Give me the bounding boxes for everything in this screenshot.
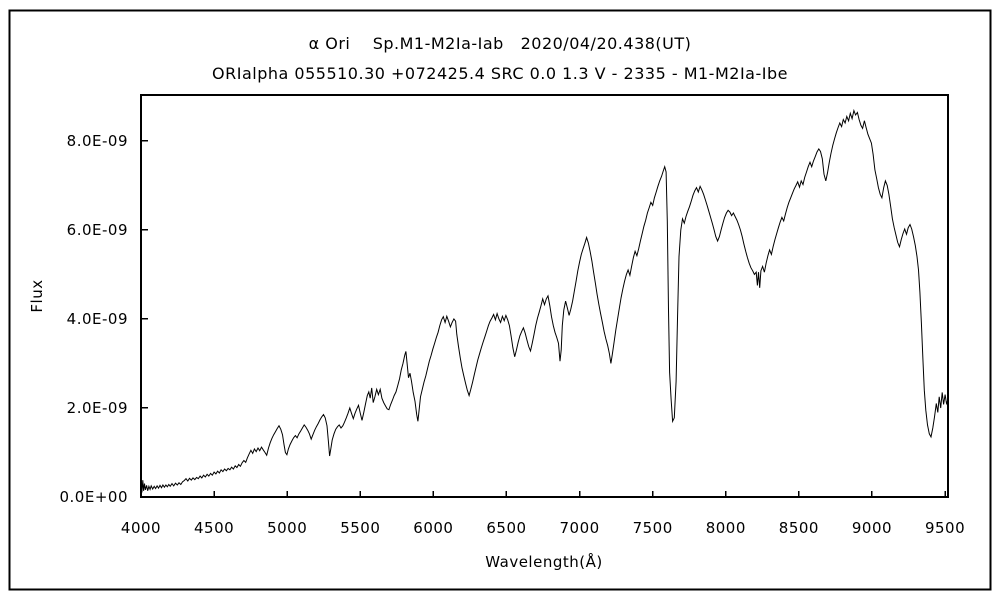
x-tick-label: 9500 bbox=[925, 519, 965, 537]
x-tick-label: 5500 bbox=[340, 519, 380, 537]
x-tick-label: 6000 bbox=[413, 519, 453, 537]
y-tick-label: 0.0E+00 bbox=[60, 488, 129, 506]
y-axis-tick-labels: 0.0E+00 2.0E-09 4.0E-09 6.0E-09 8.0E-09 bbox=[60, 132, 129, 506]
y-axis-title: Flux bbox=[28, 279, 46, 312]
x-axis-ticks bbox=[140, 491, 946, 497]
x-tick-label: 6500 bbox=[486, 519, 526, 537]
y-tick-label: 2.0E-09 bbox=[67, 399, 128, 417]
x-axis-tick-labels: 4000 4500 5000 5500 6000 6500 7000 7500 8000 8500… bbox=[121, 519, 965, 537]
spectrum-curve-group bbox=[140, 108, 949, 493]
x-tick-label: 9000 bbox=[852, 519, 892, 537]
y-tick-label: 8.0E-09 bbox=[67, 132, 128, 150]
spectrum-line bbox=[140, 108, 949, 493]
outer-border bbox=[8, 9, 992, 591]
x-tick-label: 7500 bbox=[633, 519, 673, 537]
y-axis-ticks bbox=[141, 140, 148, 498]
chart-title: α Ori Sp.M1-M2Ia-Iab 2020/04/20.438(UT) bbox=[309, 34, 692, 53]
plot-frame bbox=[140, 94, 949, 498]
x-tick-label: 5000 bbox=[267, 519, 307, 537]
chart-subtitle: ORIalpha 055510.30 +072425.4 SRC 0.0 1.3… bbox=[212, 64, 788, 83]
x-axis-title: Wavelength(Å) bbox=[485, 552, 602, 571]
x-tick-label: 4000 bbox=[121, 519, 161, 537]
y-tick-label: 6.0E-09 bbox=[67, 221, 128, 239]
x-tick-label: 8500 bbox=[779, 519, 819, 537]
x-tick-label: 4500 bbox=[194, 519, 234, 537]
y-tick-label: 4.0E-09 bbox=[67, 310, 128, 328]
x-tick-label: 8000 bbox=[706, 519, 746, 537]
x-tick-label: 7000 bbox=[559, 519, 599, 537]
